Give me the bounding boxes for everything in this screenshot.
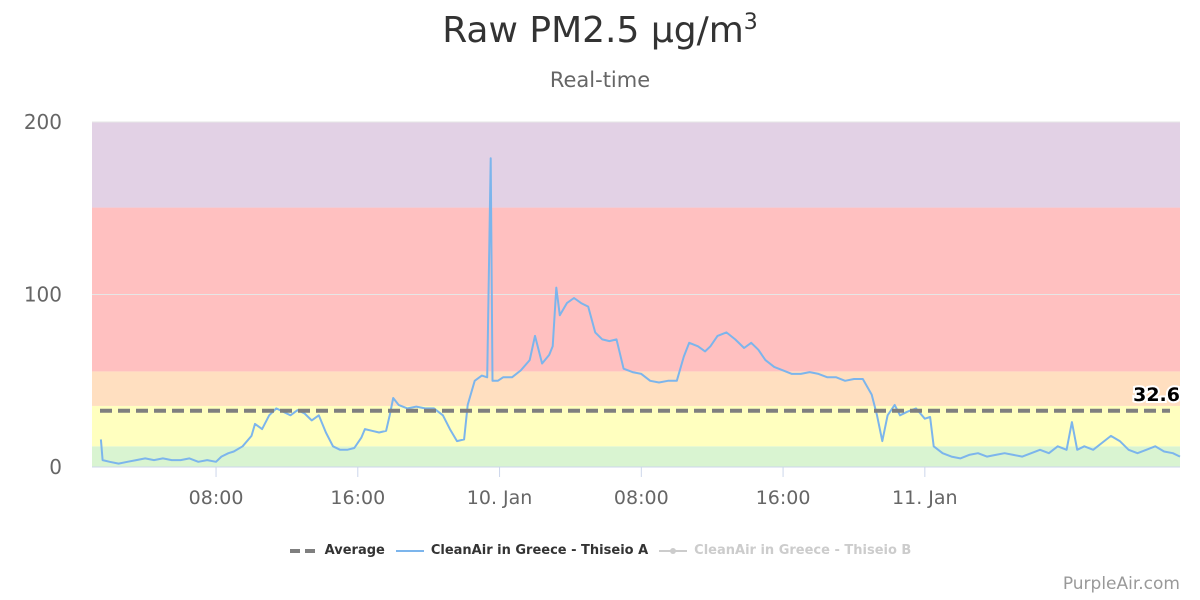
aqi-band-3 [92, 207, 1180, 372]
legend-label-series-a: CleanAir in Greece - Thiseio A [430, 543, 649, 558]
legend-label-series-b: CleanAir in Greece - Thiseio B [694, 543, 912, 558]
chart-title-superscript: 3 [743, 10, 758, 35]
credit-link[interactable]: PurpleAir.com [1062, 574, 1180, 594]
legend-label-average: Average [324, 543, 385, 558]
average-value-label: 32.6 [1133, 384, 1180, 406]
x-tick-label-1: 16:00 [330, 487, 385, 509]
x-tick-label-0: 08:00 [189, 487, 244, 509]
legend-item-average[interactable]: Average [289, 543, 385, 558]
y-tick-label-1: 100 [24, 283, 62, 307]
dashed-line-icon [289, 548, 318, 553]
x-tick-label-4: 16:00 [756, 487, 811, 509]
chart-legend: Average CleanAir in Greece - Thiseio A C… [0, 543, 1200, 558]
y-tick-label-0: 0 [49, 455, 62, 479]
y-tick-label-2: 200 [24, 110, 62, 134]
aqi-band-4 [92, 122, 1180, 208]
x-tick-label-2: 10. Jan [467, 487, 533, 509]
x-tick-label-3: 08:00 [614, 487, 669, 509]
chart-subtitle: Real-time [549, 68, 651, 92]
aqi-band-0 [92, 446, 1180, 467]
legend-item-series-a[interactable]: CleanAir in Greece - Thiseio A [395, 543, 648, 558]
line-icon [395, 549, 424, 552]
legend-item-series-b[interactable]: CleanAir in Greece - Thiseio B [658, 543, 911, 558]
x-tick-label-5: 11. Jan [892, 487, 958, 509]
chart-title-text: Raw PM2.5 μg/m [442, 10, 744, 51]
line-dot-icon [659, 547, 688, 554]
aqi-band-2 [92, 371, 1180, 406]
chart-title: Raw PM2.5 μg/m3 [0, 10, 1200, 51]
